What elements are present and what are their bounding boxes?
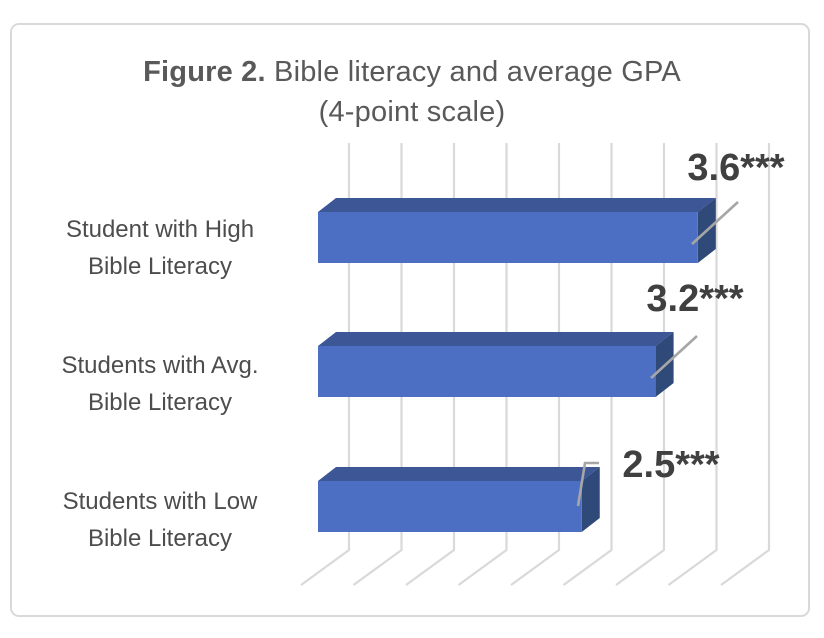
bar-high-literacy-top-face — [318, 198, 716, 212]
chart-title-figure-number: Figure 2. — [143, 56, 266, 88]
bar-high-literacy-front-face — [318, 212, 698, 263]
bar-low-literacy-side-face — [581, 467, 600, 532]
gridline — [615, 143, 666, 586]
gridline — [667, 143, 718, 586]
category-label-low: Students with Low Bible Literacy — [8, 483, 312, 557]
gridline — [562, 143, 613, 586]
category-label-line: Student with High — [65, 216, 255, 243]
category-label-high: Student with High Bible Literacy — [8, 211, 312, 285]
bar-avg-literacy-front-face — [318, 346, 656, 397]
data-label: 2.5*** — [622, 444, 719, 486]
category-label-line: Bible Literacy — [87, 253, 233, 280]
data-label: 3.6*** — [687, 147, 784, 189]
data-label-leader-line — [650, 335, 698, 379]
chart-border — [10, 23, 810, 617]
category-label-line: Bible Literacy — [87, 389, 233, 416]
gridline — [300, 143, 351, 586]
chart-title-text: Bible literacy and average GPA — [265, 56, 681, 88]
category-label-line: Students with Low — [62, 488, 258, 515]
category-label-line: Students with Avg. — [61, 352, 259, 379]
data-label-leader-line — [691, 201, 739, 245]
gridline — [510, 143, 561, 586]
chart-title-line2: (4-point scale) — [318, 96, 506, 128]
bar-low-literacy-top-face — [318, 467, 600, 481]
bar-avg-literacy-top-face — [318, 332, 674, 346]
data-label: 3.2*** — [646, 278, 743, 320]
bar-low-literacy-front-face — [318, 481, 582, 532]
gridline — [352, 143, 403, 586]
category-label-line: Bible Literacy — [87, 525, 233, 552]
gridline — [720, 143, 771, 586]
data-label-leader-line — [576, 461, 599, 507]
category-label-avg: Students with Avg. Bible Literacy — [8, 347, 312, 421]
gridline — [405, 143, 456, 586]
gridline — [457, 143, 508, 586]
chart-title: Figure 2. Bible literacy and average GPA… — [0, 52, 824, 132]
